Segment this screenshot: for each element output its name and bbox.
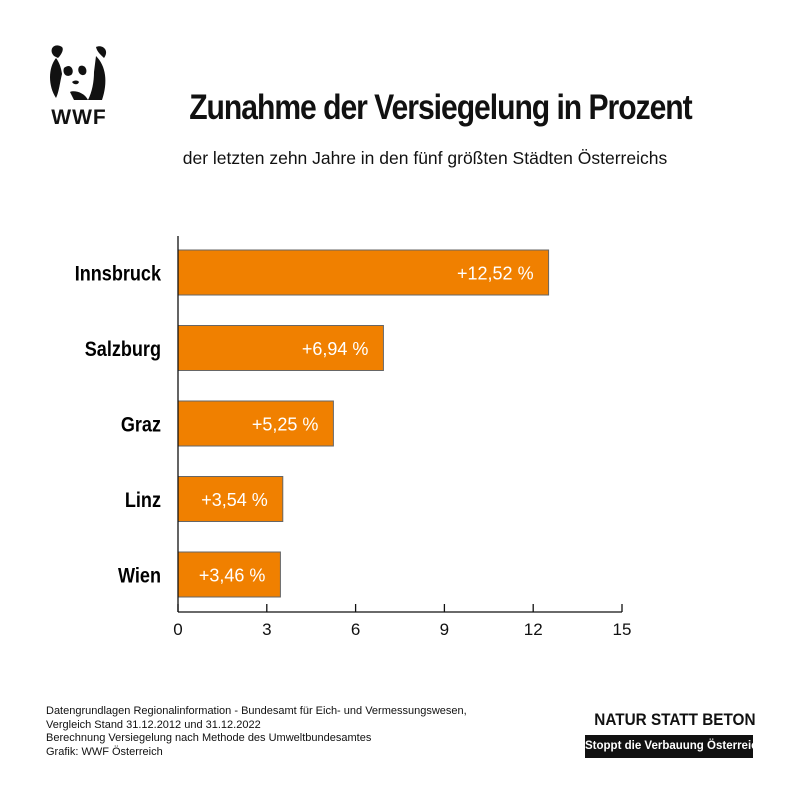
- chart-title: Zunahme der Versiegelung in Prozent: [189, 88, 692, 127]
- value-label: +12,52 %: [457, 264, 534, 284]
- source-line: Vergleich Stand 31.12.2012 und 31.12.202…: [46, 718, 261, 731]
- source-line: Datengrundlagen Regionalinformation - Bu…: [46, 705, 467, 717]
- claim-badge: Stoppt die Verbauung Österreichs!: [585, 735, 775, 758]
- chart-subtitle: der letzten zehn Jahre in den fünf größt…: [182, 148, 668, 168]
- x-tick-label: 6: [351, 620, 360, 639]
- category-label: Graz: [121, 413, 161, 437]
- axis-layer: 0 3 6 9 12 15: [173, 236, 631, 639]
- wwf-logo: WWF: [44, 42, 114, 130]
- x-tick-label: 12: [524, 620, 543, 639]
- value-label: +5,25 %: [252, 415, 319, 435]
- bar-wien: [177, 551, 281, 598]
- value-label: +3,54 %: [201, 490, 268, 510]
- value-label: +6,94 %: [302, 339, 369, 359]
- x-tick-label: 0: [173, 620, 182, 639]
- category-label: Wien: [118, 564, 161, 588]
- bars-layer: [177, 249, 550, 598]
- slogan: NATUR STATT BETON: [594, 710, 756, 729]
- labels-layer: Innsbruck +12,52 % Salzburg +6,94 % Graz +5,2…: [75, 262, 534, 588]
- source-line: Grafik: WWF Österreich: [46, 745, 163, 758]
- category-label: Salzburg: [85, 338, 161, 362]
- wwf-logo-text: WWF: [51, 106, 107, 129]
- category-label: Innsbruck: [75, 262, 161, 286]
- source-note: Datengrundlagen Regionalinformation - Bu…: [46, 705, 546, 759]
- panda-icon: [50, 45, 107, 100]
- value-label: +3,46 %: [199, 566, 266, 586]
- category-label: Linz: [125, 489, 161, 513]
- source-line: Berechnung Versiegelung nach Methode des…: [46, 732, 372, 744]
- x-tick-label: 15: [613, 620, 632, 639]
- x-tick-label: 9: [440, 620, 449, 639]
- x-tick-label: 3: [262, 620, 271, 639]
